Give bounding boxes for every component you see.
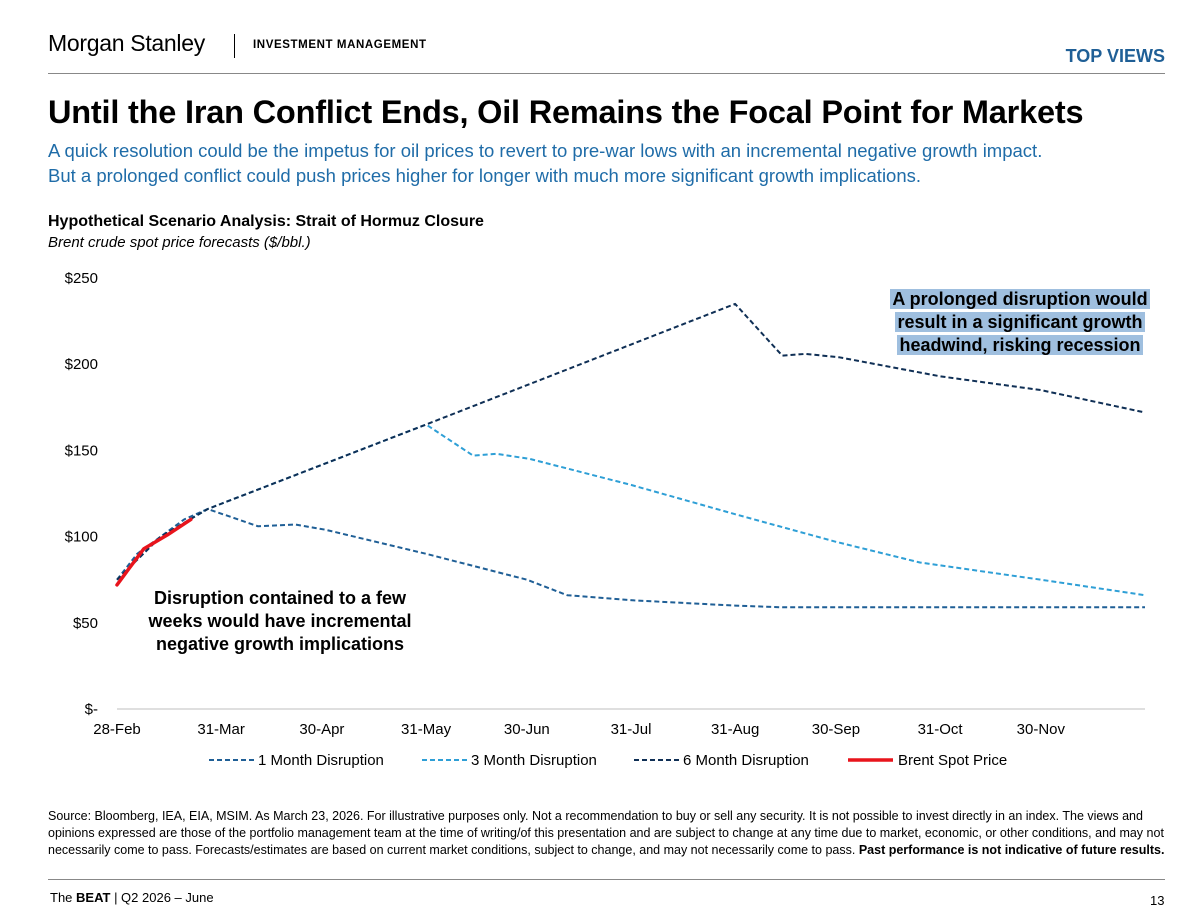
x-tick-label: 31-Aug: [711, 721, 759, 738]
annotation-line: negative growth implications: [155, 634, 405, 654]
brand-divider: [234, 34, 235, 58]
series-line-3-month-disruption: [116, 423, 1146, 597]
annotation-line: A prolonged disruption would: [890, 289, 1150, 309]
footer-prefix: The: [50, 890, 77, 905]
annotation-line: headwind, risking recession: [897, 335, 1143, 355]
series-line-1-month-disruption: [116, 508, 1145, 609]
x-tick-label: 30-Jun: [504, 721, 550, 738]
x-tick-label: 30-Apr: [299, 721, 344, 738]
footer-period: | Q2 2026 – June: [110, 890, 214, 905]
x-tick-label: 30-Nov: [1017, 721, 1066, 738]
x-tick-label: 31-May: [401, 721, 452, 738]
x-tick-label: 30-Sep: [812, 721, 860, 738]
annotation-line: Disruption contained to a few: [153, 588, 406, 608]
y-tick-label: $150: [65, 442, 98, 459]
header-divider: [48, 73, 1165, 74]
x-tick-label: 31-Oct: [918, 721, 964, 738]
footer-divider: [48, 879, 1165, 880]
annotation-line: weeks would have incremental: [148, 611, 412, 631]
legend-label: 1 Month Disruption: [258, 752, 384, 769]
source-disclaimer: Past performance is not indicative of fu…: [858, 843, 1165, 857]
page-subtitle: A quick resolution could be the impetus …: [48, 138, 1173, 188]
annotation-line: result in a significant growth: [895, 312, 1145, 332]
x-tick-label: 31-Jul: [611, 721, 652, 738]
chart-title: Hypothetical Scenario Analysis: Strait o…: [48, 213, 484, 230]
division-label: INVESTMENT MANAGEMENT: [253, 39, 427, 51]
footer: The BEAT | Q2 2026 – June: [50, 890, 214, 905]
series-line-brent-spot-price: [115, 517, 193, 587]
section-label: TOP VIEWS: [1065, 46, 1165, 66]
y-tick-label: $100: [65, 529, 98, 546]
page-number: 13: [1150, 893, 1165, 908]
annotation-prolonged-disruption: A prolonged disruption would result in a…: [883, 288, 1157, 357]
subtitle-line-2: But a prolonged conflict could push pric…: [48, 165, 922, 186]
source-note: Source: Bloomberg, IEA, EIA, MSIM. As Ma…: [48, 808, 1168, 859]
footer-brand: BEAT: [76, 890, 111, 905]
page-title: Until the Iran Conflict Ends, Oil Remain…: [48, 94, 1084, 130]
x-tick-label: 31-Mar: [197, 721, 245, 738]
annotation-short-disruption: Disruption contained to a few weeks woul…: [135, 587, 425, 656]
subtitle-line-1: A quick resolution could be the impetus …: [48, 140, 1043, 161]
y-tick-label: $200: [65, 356, 98, 373]
y-tick-label: $-: [85, 701, 98, 718]
y-tick-label: $250: [65, 270, 98, 287]
legend-label: 3 Month Disruption: [471, 752, 597, 769]
source-text: Source: Bloomberg, IEA, EIA, MSIM. As Ma…: [48, 809, 1164, 857]
brand-logo: Morgan Stanley: [48, 30, 205, 56]
legend-label: 6 Month Disruption: [683, 752, 809, 769]
x-tick-label: 28-Feb: [93, 721, 141, 738]
legend-label: Brent Spot Price: [898, 752, 1007, 769]
y-tick-label: $50: [73, 615, 98, 632]
chart-subtitle: Brent crude spot price forecasts ($/bbl.…: [48, 234, 311, 251]
